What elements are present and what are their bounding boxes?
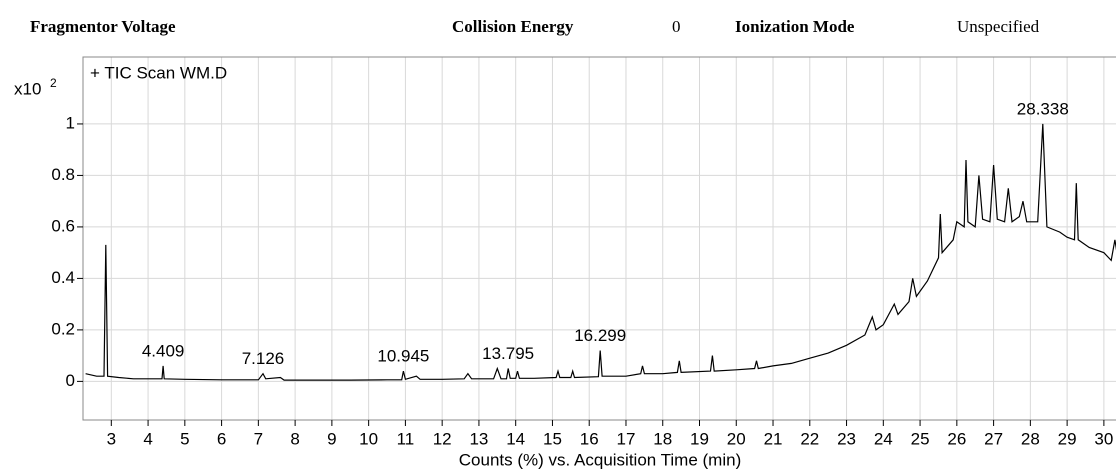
x-tick-label: 30 bbox=[1094, 429, 1113, 448]
x-tick-label: 16 bbox=[580, 429, 599, 448]
header-label: Collision Energy bbox=[452, 17, 574, 36]
header-value: Unspecified bbox=[957, 17, 1040, 36]
x-tick-label: 25 bbox=[911, 429, 930, 448]
x-tick-label: 14 bbox=[506, 429, 525, 448]
x-tick-label: 9 bbox=[327, 429, 336, 448]
annotation: + TIC Scan WM.D bbox=[90, 63, 227, 82]
x-tick-label: 12 bbox=[433, 429, 452, 448]
header-label: Fragmentor Voltage bbox=[30, 17, 176, 36]
x-tick-label: 27 bbox=[984, 429, 1003, 448]
x-tick-label: 11 bbox=[397, 429, 415, 448]
x-tick-label: 5 bbox=[180, 429, 189, 448]
peak-label: 4.409 bbox=[142, 341, 185, 360]
peak-label: 13.795 bbox=[482, 344, 534, 363]
grid bbox=[83, 57, 1116, 420]
y-tick-label: 0.4 bbox=[51, 268, 75, 287]
y-multiplier-exponent: 2 bbox=[50, 76, 57, 90]
x-tick-label: 28 bbox=[1021, 429, 1040, 448]
x-tick-label: 20 bbox=[727, 429, 746, 448]
x-tick-label: 13 bbox=[469, 429, 488, 448]
x-tick-label: 3 bbox=[107, 429, 116, 448]
x-tick-label: 17 bbox=[617, 429, 636, 448]
plot-frame bbox=[82, 56, 1116, 421]
x-tick-label: 10 bbox=[359, 429, 378, 448]
y-multiplier: x10 bbox=[14, 79, 41, 98]
trace-line bbox=[85, 123, 1116, 381]
y-tick-label: 0 bbox=[66, 371, 75, 390]
x-tick-label: 19 bbox=[690, 429, 709, 448]
x-tick-label: 7 bbox=[254, 429, 263, 448]
y-tick-label: 1 bbox=[66, 113, 75, 132]
peak-label: 10.945 bbox=[377, 347, 429, 366]
x-tick-label: 22 bbox=[800, 429, 819, 448]
y-tick-label: 0.6 bbox=[51, 216, 75, 235]
x-tick-label: 21 bbox=[764, 429, 783, 448]
x-tick-label: 23 bbox=[837, 429, 856, 448]
y-tick-label: 0.2 bbox=[51, 319, 75, 338]
header-label: Ionization Mode bbox=[735, 17, 855, 36]
peak-label: 16.299 bbox=[574, 326, 626, 345]
x-tick-label: 24 bbox=[874, 429, 893, 448]
header-value: 0 bbox=[672, 17, 681, 36]
peak-label: 28.338 bbox=[1017, 99, 1069, 118]
y-tick-label: 0.8 bbox=[51, 165, 75, 184]
x-tick-label: 8 bbox=[290, 429, 299, 448]
x-tick-label: 4 bbox=[143, 429, 152, 448]
peak-label: 7.126 bbox=[242, 349, 285, 368]
x-tick-label: 15 bbox=[543, 429, 562, 448]
x-tick-label: 18 bbox=[653, 429, 672, 448]
x-tick-label: 29 bbox=[1058, 429, 1077, 448]
x-axis-label: Counts (%) vs. Acquisition Time (min) bbox=[459, 450, 741, 469]
x-tick-label: 26 bbox=[947, 429, 966, 448]
x-tick-label: 6 bbox=[217, 429, 226, 448]
